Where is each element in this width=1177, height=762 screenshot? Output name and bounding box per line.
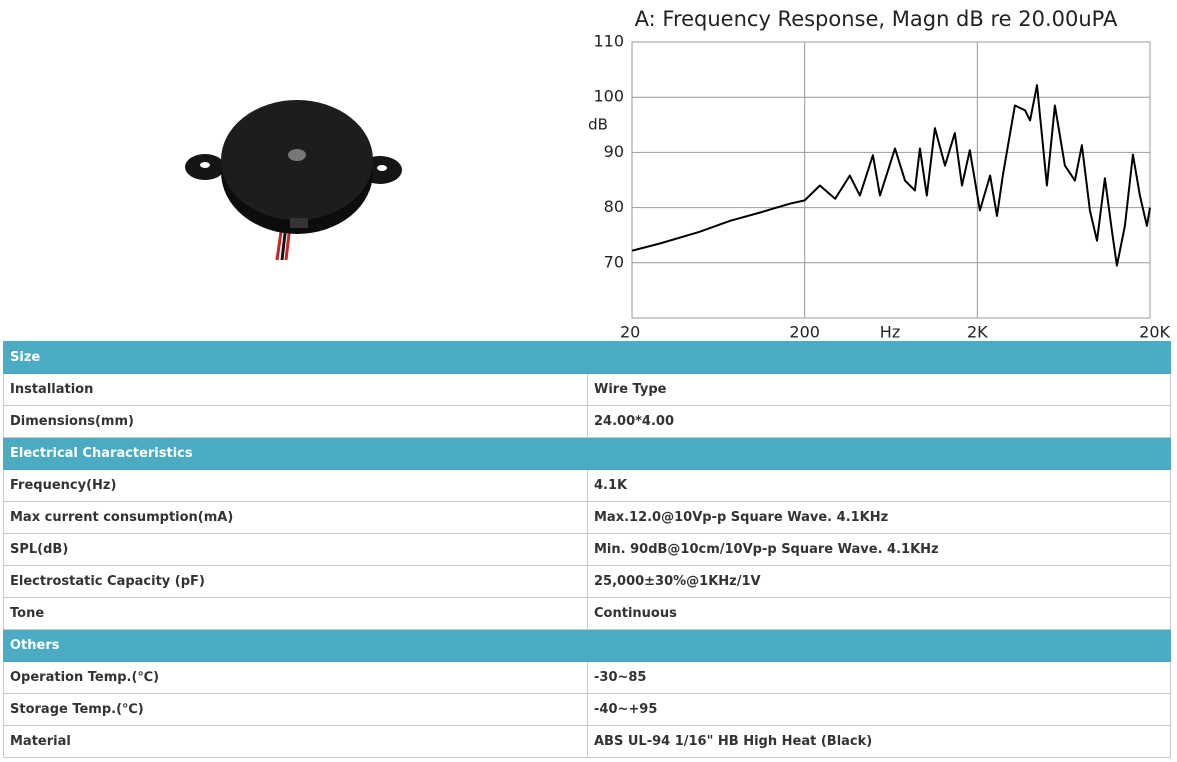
x-tick-label: 2K bbox=[967, 323, 988, 341]
section-header: Size bbox=[3, 341, 1171, 374]
table-row: Max current consumption(mA) Max.12.0@10Vp… bbox=[3, 501, 1171, 534]
table-cell: Others bbox=[3, 629, 1171, 662]
table-row: Frequency(Hz) 4.1K bbox=[3, 469, 1171, 502]
table-cell: Max current consumption(mA) bbox=[3, 501, 588, 534]
section-header: Electrical Characteristics bbox=[3, 437, 1171, 470]
table-cell: 4.1K bbox=[587, 469, 1171, 502]
table-cell: Storage Temp.(℃) bbox=[3, 693, 588, 726]
table-row: Tone Continuous bbox=[3, 597, 1171, 630]
table-row: Storage Temp.(℃) -40~+95 bbox=[3, 693, 1171, 726]
table-cell: 24.00*4.00 bbox=[587, 405, 1171, 438]
table-cell: Wire Type bbox=[587, 373, 1171, 406]
table-cell: Electrical Characteristics bbox=[3, 437, 1171, 470]
y-tick-label: 90 bbox=[604, 142, 624, 161]
x-axis-label: Hz bbox=[880, 323, 900, 341]
x-tick-label: 20K bbox=[1139, 323, 1170, 341]
table-row: Material ABS UL-94 1/16" HB High Heat (Bl… bbox=[3, 725, 1171, 758]
table-cell: -30~85 bbox=[587, 661, 1171, 694]
table-row: SPL(dB) Min. 90dB@10cm/10Vp-p Square Wave… bbox=[3, 533, 1171, 566]
table-cell: 25,000±30%@1KHz/1V bbox=[587, 565, 1171, 598]
table-row: Dimensions(mm) 24.00*4.00 bbox=[3, 405, 1171, 438]
y-tick-label: 80 bbox=[604, 197, 624, 216]
y-tick-label: 100 bbox=[593, 87, 624, 106]
table-cell: Installation bbox=[3, 373, 588, 406]
chart: A: Frequency Response, Magn dB re 20.00u… bbox=[185, 7, 1171, 341]
y-tick-label: 110 bbox=[593, 32, 624, 51]
table-cell: Size bbox=[3, 341, 1171, 374]
table-cell: Tone bbox=[3, 597, 588, 630]
table-cell: Electrostatic Capacity (pF) bbox=[3, 565, 588, 598]
y-axis-label: dB bbox=[588, 116, 608, 134]
table-row: Operation Temp.(℃) -30~85 bbox=[3, 661, 1171, 694]
table-cell: Material bbox=[3, 725, 588, 758]
table-cell: -40~+95 bbox=[587, 693, 1171, 726]
table-cell: Frequency(Hz) bbox=[3, 469, 588, 502]
table-row: Electrostatic Capacity (pF) 25,000±30%@1K… bbox=[3, 565, 1171, 598]
table-cell: Continuous bbox=[587, 597, 1171, 630]
table-cell: Operation Temp.(℃) bbox=[3, 661, 588, 694]
chart-title: A: Frequency Response, Magn dB re 20.00u… bbox=[635, 7, 1118, 31]
table-cell: SPL(dB) bbox=[3, 533, 588, 566]
table-row: Installation Wire Type bbox=[3, 373, 1171, 406]
table-cell: Min. 90dB@10cm/10Vp-p Square Wave. 4.1KH… bbox=[587, 533, 1171, 566]
table-cell: Max.12.0@10Vp-p Square Wave. 4.1KHz bbox=[587, 501, 1171, 534]
table-cell: Dimensions(mm) bbox=[3, 405, 588, 438]
data-line bbox=[631, 84, 1151, 267]
x-tick-label: 20 bbox=[620, 323, 640, 341]
spec-table: Size Installation Wire Type Dimensions(mm) 2… bbox=[3, 341, 1171, 758]
plot-frame bbox=[631, 41, 1151, 319]
section-header: Others bbox=[3, 629, 1171, 662]
table-cell: ABS UL-94 1/16" HB High Heat (Black) bbox=[587, 725, 1171, 758]
product-photo bbox=[185, 100, 402, 261]
x-tick-label: 200 bbox=[789, 323, 820, 341]
y-tick-label: 70 bbox=[604, 252, 624, 271]
